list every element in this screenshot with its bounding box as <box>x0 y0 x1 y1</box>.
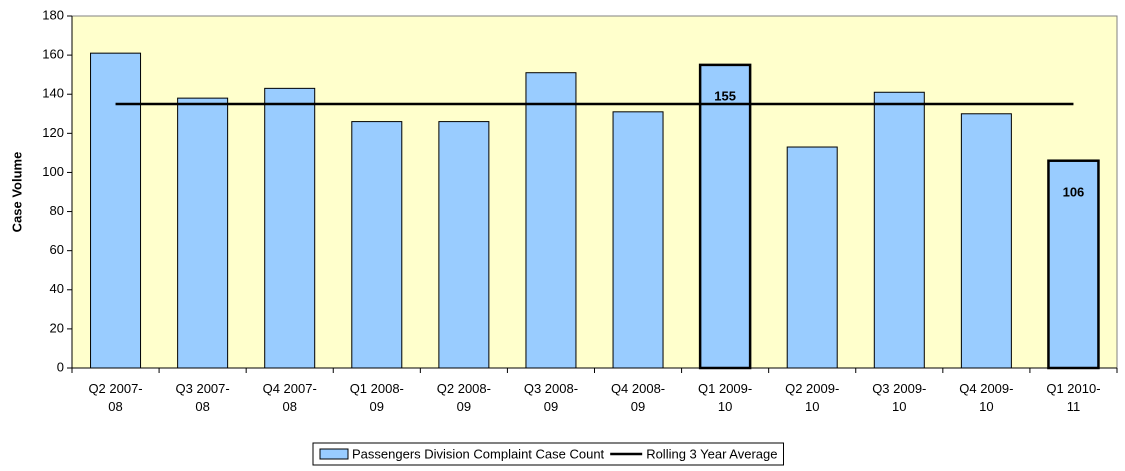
y-tick-label: 0 <box>57 359 64 374</box>
bar <box>264 87 316 369</box>
y-tick-label: 100 <box>42 164 64 179</box>
y-tick-label: 60 <box>50 242 64 257</box>
data-label: 106 <box>1063 185 1085 200</box>
bar <box>177 97 229 369</box>
bar <box>1047 159 1100 370</box>
y-tick-label: 160 <box>42 47 64 62</box>
bar <box>786 146 838 369</box>
x-tick-label: Q4 2007-08 <box>263 381 317 414</box>
legend: Passengers Division Complaint Case Count… <box>312 442 784 466</box>
bar <box>873 91 925 369</box>
x-tick-label: Q2 2008-09 <box>437 381 491 414</box>
y-tick-label: 140 <box>42 86 64 101</box>
plot-area <box>71 15 1118 369</box>
x-tick-label: Q4 2009-10 <box>959 381 1013 414</box>
y-tick-label: 180 <box>42 7 64 22</box>
y-axis-label: Case Volume <box>9 152 24 233</box>
legend-swatch <box>319 448 349 460</box>
legend-label: Rolling 3 Year Average <box>646 446 777 461</box>
bar <box>698 63 752 370</box>
y-tick-label: 120 <box>42 125 64 140</box>
legend-box <box>312 442 784 466</box>
x-tick-label: Q1 2008-09 <box>350 381 404 414</box>
bar <box>960 113 1012 369</box>
x-tick-label: Q2 2009-10 <box>785 381 839 414</box>
x-tick-label: Q2 2007-08 <box>88 381 142 414</box>
x-tick-label: Q3 2009-10 <box>872 381 926 414</box>
x-tick-label: Q1 2010-11 <box>1046 381 1100 414</box>
bar <box>90 52 142 369</box>
bar <box>438 121 490 369</box>
data-label: 155 <box>714 89 736 104</box>
bar <box>525 72 577 369</box>
x-tick-label: Q3 2007-08 <box>176 381 230 414</box>
x-tick-label: Q4 2008-09 <box>611 381 665 414</box>
y-tick-label: 40 <box>50 281 64 296</box>
bar <box>612 111 664 369</box>
legend-label: Passengers Division Complaint Case Count <box>352 446 605 461</box>
x-tick-label: Q3 2008-09 <box>524 381 578 414</box>
x-tick-label: Q1 2009-10 <box>698 381 752 414</box>
y-tick-label: 80 <box>50 203 64 218</box>
bar <box>351 121 403 369</box>
y-tick-label: 20 <box>50 320 64 335</box>
